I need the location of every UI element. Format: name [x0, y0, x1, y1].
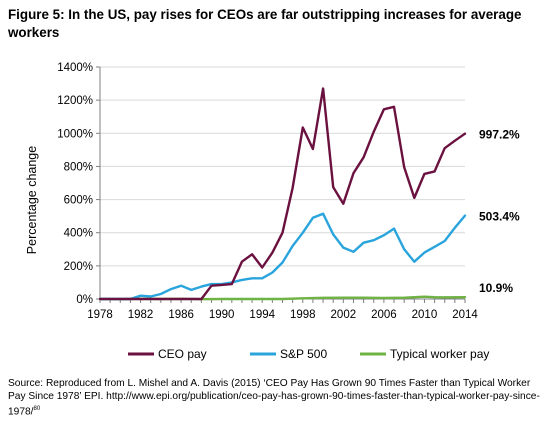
end-label: 10.9%	[479, 281, 513, 295]
y-axis-label: Percentage change	[25, 146, 39, 254]
series-line-s-p-500	[98, 212, 467, 301]
end-label: 503.4%	[479, 210, 520, 224]
line-chart: 0%200%400%600%800%1000%1200%1400% 1978 19…	[25, 62, 520, 361]
x-tick-label: 2014	[452, 309, 478, 321]
series-line-ceo-pay	[98, 87, 467, 301]
end-labels: 997.2% 503.4% 10.9%	[479, 128, 520, 295]
x-tick-label: 1982	[128, 309, 154, 321]
legend-label: S&P 500	[280, 347, 327, 361]
x-tick-labels: 1978 1982 1986 1990 1994 1998 2002 2006 2010 2014	[87, 309, 478, 321]
gridlines	[100, 66, 465, 267]
y-tick-label: 1000%	[57, 128, 93, 140]
y-tick-label: 0%	[76, 294, 93, 306]
x-tick-label: 2006	[371, 309, 397, 321]
y-tick-label: 600%	[64, 195, 93, 207]
x-tick-label: 1986	[168, 309, 194, 321]
x-tick-label: 1998	[290, 309, 316, 321]
x-tick-label: 1978	[87, 309, 113, 321]
source-note: Source: Reproduced from L. Mishel and A.…	[8, 378, 542, 419]
figure-title: Figure 5: In the US, pay rises for CEOs …	[8, 7, 522, 40]
y-tick-label: 1200%	[57, 95, 93, 107]
source-text: Source: Reproduced from L. Mishel and A.…	[8, 378, 540, 418]
y-tick-label: 800%	[64, 161, 93, 173]
x-tick-label: 2010	[412, 309, 438, 321]
legend: CEO pay S&P 500 Typical worker pay	[128, 347, 489, 361]
y-tick-label: 1400%	[57, 62, 93, 74]
series-lines	[98, 87, 467, 301]
source-footnote: 80	[33, 406, 41, 413]
y-tick-label: 200%	[64, 261, 93, 273]
y-tick-labels: 0% 200% 400% 600% 800% 1000% 1200% 1400%	[57, 62, 93, 306]
x-tick-label: 1994	[249, 309, 275, 321]
legend-label: Typical worker pay	[390, 347, 489, 361]
y-tick-label: 400%	[64, 228, 93, 240]
x-tick-label: 1990	[209, 309, 235, 321]
x-tick-label: 2002	[331, 309, 357, 321]
end-label: 997.2%	[479, 128, 520, 142]
legend-label: CEO pay	[158, 347, 207, 361]
